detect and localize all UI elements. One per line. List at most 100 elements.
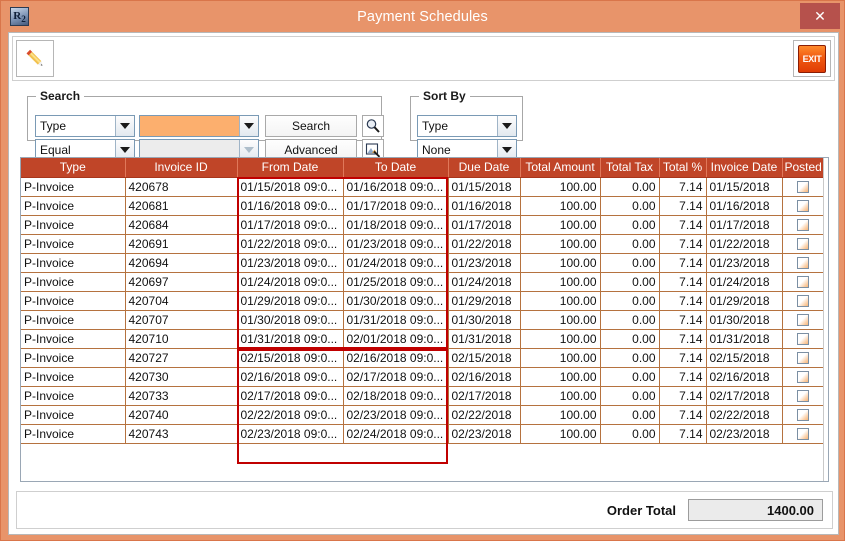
grid-column-header[interactable]: Posted	[782, 158, 825, 178]
grid-cell[interactable]	[782, 310, 825, 330]
grid-cell[interactable]: 01/30/2018 09:0...	[343, 291, 449, 311]
grid-cell[interactable]	[782, 405, 825, 425]
posted-checkbox[interactable]	[797, 295, 809, 308]
grid-cell[interactable]: 420678	[125, 177, 238, 197]
find-button[interactable]	[362, 115, 384, 137]
grid-cell[interactable]: 0.00	[600, 234, 660, 254]
grid-cell[interactable]: 7.14	[659, 291, 707, 311]
grid-cell[interactable]: 0.00	[600, 196, 660, 216]
grid-cell[interactable]: 7.14	[659, 367, 707, 387]
grid-cell[interactable]: 0.00	[600, 177, 660, 197]
sort-secondary-select[interactable]: None	[417, 139, 517, 161]
grid-cell[interactable]: 01/22/2018	[706, 234, 783, 254]
posted-checkbox[interactable]	[797, 181, 809, 194]
grid-cell[interactable]: 0.00	[600, 348, 660, 368]
search-value-input-2[interactable]	[139, 139, 259, 161]
advanced-button[interactable]: Advanced	[265, 139, 357, 161]
grid-cell[interactable]: 420707	[125, 310, 238, 330]
grid-cell[interactable]: 02/23/2018 09:0...	[237, 424, 344, 444]
grid-cell[interactable]: 01/29/2018 09:0...	[237, 291, 344, 311]
table-row[interactable]: P-Invoice 420743 02/23/2018 09:0... 02/24/2…	[21, 424, 825, 444]
grid-cell[interactable]: 01/31/2018 09:0...	[237, 329, 344, 349]
grid-cell[interactable]: 02/17/2018 09:0...	[343, 367, 449, 387]
grid-cell[interactable]: 420681	[125, 196, 238, 216]
grid-cell[interactable]: 02/24/2018 09:0...	[343, 424, 449, 444]
search-field-select[interactable]: Type	[35, 115, 135, 137]
posted-checkbox[interactable]	[797, 219, 809, 232]
table-row[interactable]: P-Invoice 420684 01/17/2018 09:0... 01/18/2…	[21, 215, 825, 235]
grid-cell[interactable]: 01/24/2018	[706, 272, 783, 292]
grid-cell[interactable]: P-Invoice	[21, 310, 126, 330]
grid-cell[interactable]: P-Invoice	[21, 234, 126, 254]
grid-cell[interactable]: 01/22/2018 09:0...	[237, 234, 344, 254]
payment-schedules-grid[interactable]: Type Invoice ID From Date To Date Due Date To…	[20, 157, 829, 482]
grid-cell[interactable]: 100.00	[520, 215, 601, 235]
chevron-down-icon[interactable]	[497, 140, 516, 160]
grid-cell[interactable]: 01/23/2018 09:0...	[237, 253, 344, 273]
grid-cell[interactable]: 0.00	[600, 424, 660, 444]
table-row[interactable]: P-Invoice 420733 02/17/2018 09:0... 02/18/2…	[21, 386, 825, 406]
grid-cell[interactable]: 100.00	[520, 272, 601, 292]
grid-column-header[interactable]: From Date	[237, 158, 344, 178]
grid-cell[interactable]: 0.00	[600, 291, 660, 311]
grid-cell[interactable]: 01/23/2018 09:0...	[343, 234, 449, 254]
grid-cell[interactable]: 100.00	[520, 310, 601, 330]
table-row[interactable]: P-Invoice 420681 01/16/2018 09:0... 01/17/2…	[21, 196, 825, 216]
grid-cell[interactable]: 02/16/2018	[448, 367, 521, 387]
grid-cell[interactable]	[782, 291, 825, 311]
grid-column-header[interactable]: Invoice Date	[706, 158, 783, 178]
grid-cell[interactable]: 01/31/2018	[448, 329, 521, 349]
vertical-scrollbar[interactable]	[823, 158, 828, 481]
grid-cell[interactable]: 100.00	[520, 291, 601, 311]
grid-cell[interactable]: 01/17/2018	[448, 215, 521, 235]
table-row[interactable]: P-Invoice 420710 01/31/2018 09:0... 02/01/2…	[21, 329, 825, 349]
posted-checkbox[interactable]	[797, 352, 809, 365]
grid-cell[interactable]: P-Invoice	[21, 367, 126, 387]
grid-cell[interactable]: 0.00	[600, 215, 660, 235]
table-row[interactable]: P-Invoice 420694 01/23/2018 09:0... 01/24/2…	[21, 253, 825, 273]
grid-cell[interactable]: 01/31/2018	[706, 329, 783, 349]
grid-cell[interactable]: 01/16/2018	[448, 196, 521, 216]
grid-cell[interactable]: 420710	[125, 329, 238, 349]
table-row[interactable]: P-Invoice 420727 02/15/2018 09:0... 02/16/2…	[21, 348, 825, 368]
grid-cell[interactable]: 01/25/2018 09:0...	[343, 272, 449, 292]
grid-cell[interactable]: 02/01/2018 09:0...	[343, 329, 449, 349]
grid-cell[interactable]: 01/22/2018	[448, 234, 521, 254]
grid-cell[interactable]	[782, 367, 825, 387]
grid-cell[interactable]: 01/15/2018 09:0...	[237, 177, 344, 197]
grid-cell[interactable]: 01/30/2018	[706, 310, 783, 330]
grid-cell[interactable]: 420743	[125, 424, 238, 444]
search-value-input[interactable]	[139, 115, 259, 137]
edit-button[interactable]	[16, 40, 54, 77]
table-row[interactable]: P-Invoice 420697 01/24/2018 09:0... 01/25/2…	[21, 272, 825, 292]
grid-column-header[interactable]: Total Amount	[520, 158, 601, 178]
grid-cell[interactable]: 100.00	[520, 253, 601, 273]
grid-cell[interactable]: 01/30/2018	[448, 310, 521, 330]
grid-cell[interactable]: P-Invoice	[21, 386, 126, 406]
grid-cell[interactable]: 100.00	[520, 348, 601, 368]
sort-primary-select[interactable]: Type	[417, 115, 517, 137]
grid-cell[interactable]: 01/16/2018 09:0...	[237, 196, 344, 216]
grid-cell[interactable]: 02/22/2018 09:0...	[237, 405, 344, 425]
grid-cell[interactable]: 01/16/2018 09:0...	[343, 177, 449, 197]
grid-cell[interactable]: 100.00	[520, 177, 601, 197]
grid-cell[interactable]: 420691	[125, 234, 238, 254]
grid-cell[interactable]	[782, 177, 825, 197]
grid-cell[interactable]: P-Invoice	[21, 272, 126, 292]
grid-cell[interactable]: 100.00	[520, 424, 601, 444]
grid-cell[interactable]: 01/29/2018	[448, 291, 521, 311]
posted-checkbox[interactable]	[797, 238, 809, 251]
grid-cell[interactable]: 0.00	[600, 367, 660, 387]
grid-cell[interactable]	[782, 386, 825, 406]
grid-cell[interactable]: P-Invoice	[21, 253, 126, 273]
grid-cell[interactable]: 01/31/2018 09:0...	[343, 310, 449, 330]
search-button[interactable]: Search	[265, 115, 357, 137]
grid-cell[interactable]: 7.14	[659, 386, 707, 406]
grid-cell[interactable]: 420684	[125, 215, 238, 235]
grid-cell[interactable]: 0.00	[600, 310, 660, 330]
grid-cell[interactable]: 7.14	[659, 272, 707, 292]
grid-cell[interactable]: 420730	[125, 367, 238, 387]
grid-cell[interactable]: 01/30/2018 09:0...	[237, 310, 344, 330]
grid-cell[interactable]: 02/17/2018	[706, 386, 783, 406]
posted-checkbox[interactable]	[797, 409, 809, 422]
